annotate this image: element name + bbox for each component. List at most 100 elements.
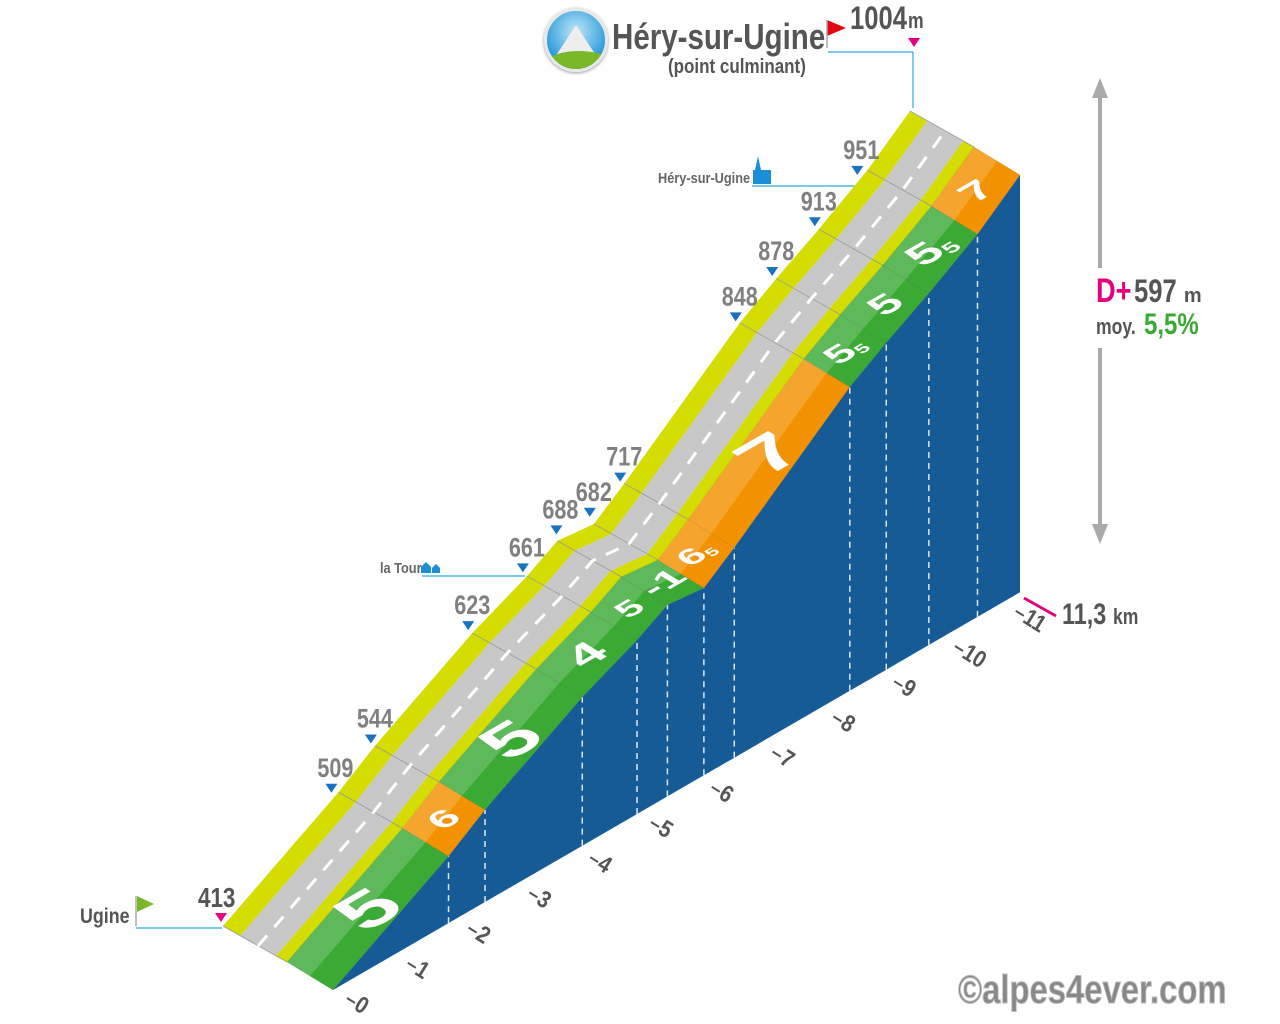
start-marker-icon	[215, 913, 227, 922]
km-tick-label: 3	[532, 885, 556, 914]
road-km-line	[909, 110, 975, 148]
km-tick-label: 7	[775, 744, 799, 773]
summit-flag-icon	[827, 20, 846, 36]
road-edge-inner	[276, 141, 974, 962]
average-gradient-value: 5,5%	[1143, 308, 1199, 341]
road-km-line	[222, 925, 288, 963]
gradient-segment-highlight	[688, 358, 827, 534]
km-tick	[711, 785, 721, 793]
road-km-line	[526, 575, 592, 613]
place-label-la-tour: la Tour	[380, 560, 422, 577]
km-tick-label: 6	[715, 779, 739, 808]
summit-altitude-unit: m	[908, 8, 924, 33]
km-tick-label: 0	[350, 991, 374, 1020]
km-tick	[1015, 609, 1025, 617]
profile-wall-face	[333, 175, 1020, 990]
road-km-line	[338, 791, 403, 829]
altitude-marker-label: 661	[509, 533, 545, 563]
altitude-marker-icon	[729, 312, 742, 322]
km-tick-label: 10	[958, 639, 992, 674]
gradient-segment-highlight	[402, 781, 462, 843]
gradient-segment-highlight	[439, 669, 560, 796]
houses-icon	[421, 562, 440, 573]
altitude-marker-label: 951	[843, 136, 879, 166]
green-flag-icon	[137, 896, 154, 912]
km-tick	[468, 926, 478, 934]
altitude-marker-icon	[550, 525, 563, 535]
road-km-line	[374, 745, 440, 783]
km-tick-label: 1	[411, 955, 435, 984]
page-title: Héry-sur-Ugine	[612, 16, 826, 57]
elevation-gain-value: 597	[1134, 273, 1178, 309]
start-name: Ugine	[80, 905, 130, 928]
road-km-line	[776, 278, 841, 315]
end-distance-tick	[1023, 596, 1057, 618]
altitude-marker-label: 717	[606, 442, 642, 472]
road-km-line	[472, 632, 537, 670]
climb-stats: D+597 m moy. 5,5%	[1096, 272, 1212, 342]
road-km-line	[624, 483, 689, 520]
mountain-road-logo-icon	[544, 8, 608, 72]
summit-altitude: 1004	[850, 0, 907, 36]
km-tick-label: 8	[836, 709, 860, 738]
gradient-segment-highlight	[657, 519, 712, 574]
gradient-segment-highlight	[621, 560, 681, 591]
altitude-marker-label: 848	[722, 282, 758, 312]
km-tick-label: 4	[593, 850, 617, 879]
gradient-segment-highlight	[803, 314, 864, 373]
km-tick	[832, 715, 842, 723]
elevation-gain-label: D+	[1096, 272, 1132, 310]
km-tick	[954, 645, 964, 652]
altitude-marker-icon	[766, 267, 779, 276]
km-tick	[893, 680, 903, 688]
altitude-marker-icon	[851, 165, 864, 175]
place-label-hery: Héry-sur-Ugine	[658, 170, 751, 187]
page-subtitle: (point culminant)	[668, 56, 806, 78]
road-lane	[240, 121, 963, 956]
road-km-line	[739, 322, 804, 360]
elevation-gain-unit: m	[1183, 285, 1202, 307]
altitude-marker-icon	[325, 783, 338, 793]
profile-wall	[333, 175, 1020, 990]
km-tick	[589, 856, 599, 864]
road-km-line	[593, 523, 659, 561]
church-icon	[753, 156, 771, 184]
altitude-marker-label: 878	[758, 237, 794, 267]
altitude-marker-label: 682	[576, 478, 612, 508]
km-tick	[772, 750, 782, 758]
altitude-marker-icon	[583, 507, 596, 517]
total-distance: 11,3 km	[1062, 598, 1145, 632]
gradient-segment-highlight	[591, 576, 645, 627]
gradient-segment-highlight	[287, 828, 426, 976]
altitude-marker-icon	[808, 217, 821, 227]
total-distance-unit: km	[1112, 604, 1139, 629]
km-tick	[528, 891, 538, 899]
road-center-line	[256, 130, 947, 947]
summit-marker-icon	[908, 38, 920, 47]
altitude-marker-label: 509	[317, 754, 353, 784]
gradient-segment	[930, 146, 1021, 235]
km-tick-label: 9	[897, 674, 921, 703]
km-tick-label: 11	[1019, 603, 1052, 637]
gradient-segment-highlight	[931, 147, 997, 221]
total-distance-value: 11,3	[1062, 598, 1107, 631]
km-tick	[346, 997, 356, 1004]
km-tick-label: 5	[654, 815, 678, 844]
altitude-marker-icon	[462, 621, 475, 631]
road-surface	[222, 110, 975, 963]
gradient-segment-highlight	[536, 612, 614, 684]
watermark: ©alpes4ever.com	[958, 968, 1227, 1013]
altitude-marker-label: 688	[542, 495, 578, 525]
gradient-segment-highlight	[840, 265, 906, 329]
elevation-arrow-icon	[1092, 78, 1108, 544]
km-tick-label: 2	[471, 920, 495, 949]
altitude-marker-label: 544	[357, 704, 393, 734]
km-tick	[650, 821, 660, 828]
altitude-marker-icon	[364, 734, 377, 744]
road-km-line	[867, 169, 932, 207]
annotations	[135, 20, 1108, 929]
